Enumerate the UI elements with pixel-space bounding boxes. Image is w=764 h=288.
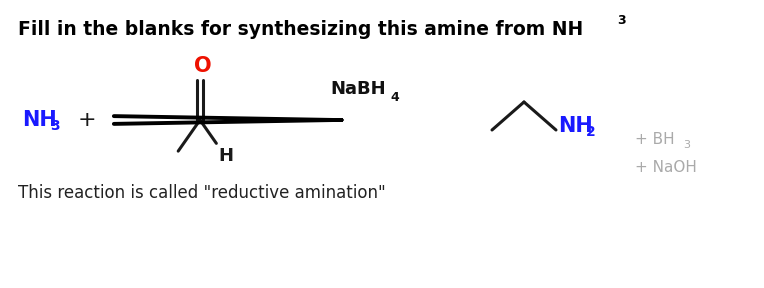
Text: + NaOH: + NaOH — [635, 160, 697, 175]
Text: This reaction is called "reductive amination": This reaction is called "reductive amina… — [18, 184, 386, 202]
Text: Fill in the blanks for synthesizing this amine from NH: Fill in the blanks for synthesizing this… — [18, 20, 583, 39]
Text: NaBH: NaBH — [330, 80, 386, 98]
Text: 3: 3 — [50, 119, 60, 133]
Text: 4: 4 — [390, 91, 399, 104]
Text: 3: 3 — [683, 140, 690, 150]
Text: 3: 3 — [617, 14, 626, 27]
Text: O: O — [194, 56, 212, 76]
Text: + BH: + BH — [635, 132, 675, 147]
Text: NH: NH — [22, 110, 57, 130]
Text: NH: NH — [558, 116, 593, 136]
Text: +: + — [78, 110, 96, 130]
Text: H: H — [219, 147, 233, 165]
Text: 2: 2 — [586, 125, 596, 139]
